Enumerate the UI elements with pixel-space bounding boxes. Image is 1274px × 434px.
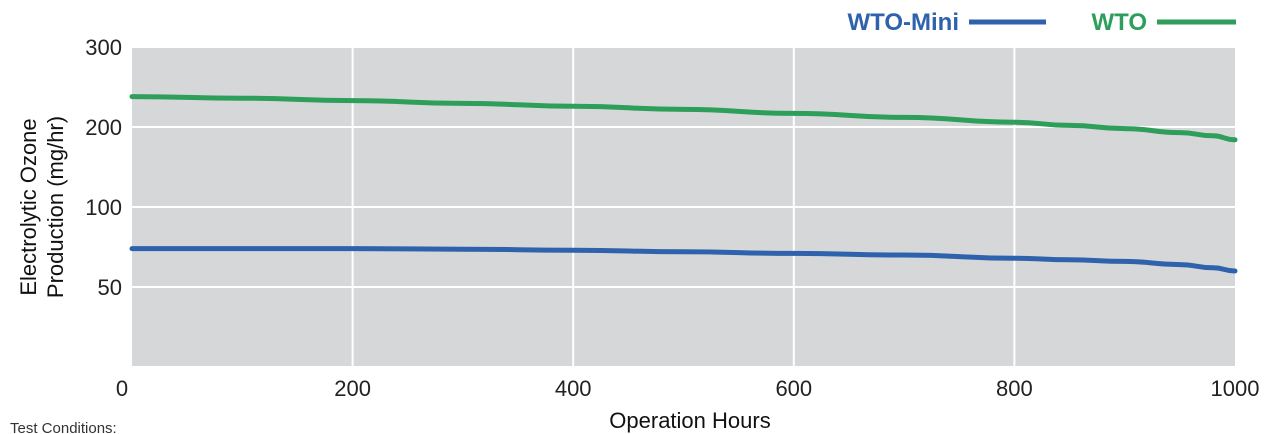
y-tick-labels: 50 100 200 300 [85,35,122,300]
x-tick-label-200: 200 [334,376,371,401]
y-tick-label-300: 300 [85,35,122,60]
y-axis-title-line-2: Production (mg/hr) [43,116,68,298]
grid-lines [132,46,1235,366]
y-axis-title-line-1: Electrolytic Ozone [16,118,41,295]
x-tick-label-800: 800 [996,376,1033,401]
x-tick-labels: 0 200 400 600 800 1000 [116,376,1260,401]
series-line-wto [129,94,1238,143]
x-axis-title: Operation Hours [609,408,770,433]
x-tick-label-600: 600 [775,376,812,401]
footnote-test-conditions: Test Conditions: [10,420,117,434]
y-tick-label-50: 50 [98,275,122,300]
legend-label-wto: WTO [1091,9,1147,36]
y-tick-label-200: 200 [85,115,122,140]
y-tick-label-100: 100 [85,195,122,220]
series-layer [129,94,1238,274]
x-tick-label-0: 0 [116,376,128,401]
legend-label-wto-mini: WTO-Mini [847,9,959,36]
series-line-wto-mini [129,246,1238,274]
x-tick-label-1000: 1000 [1211,376,1260,401]
legend: WTO-Mini WTO [847,9,1236,36]
x-tick-label-400: 400 [555,376,592,401]
